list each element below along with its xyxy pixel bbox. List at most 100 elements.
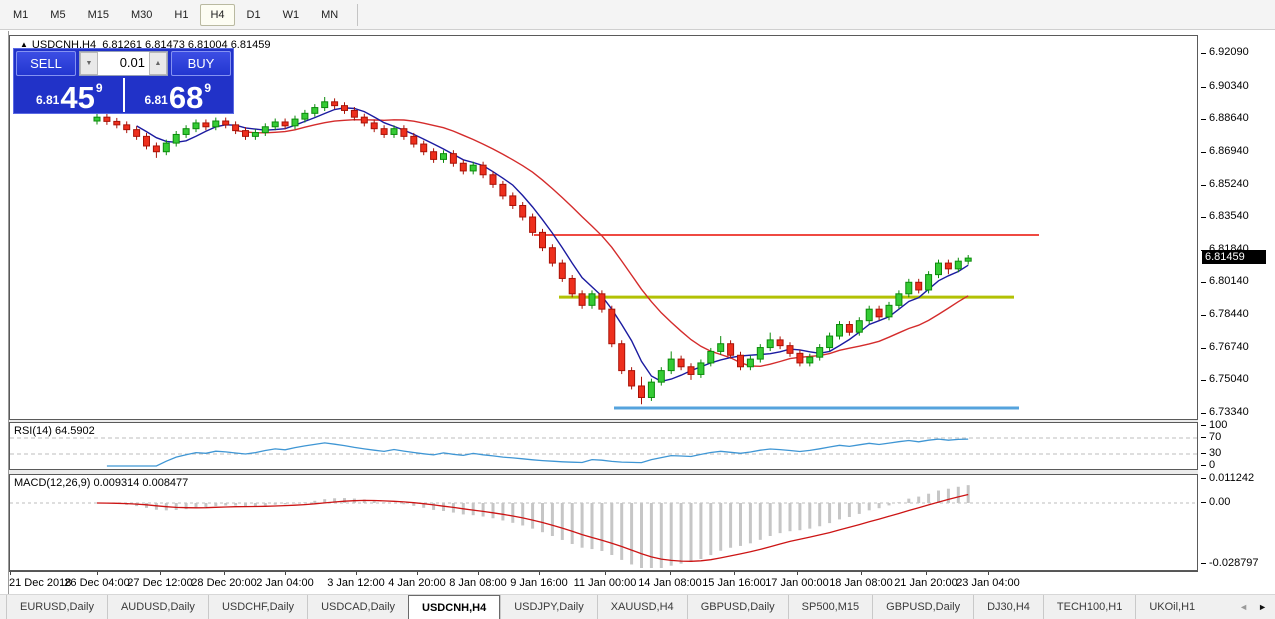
- candles-layer: [93, 97, 972, 405]
- price-tick-mark: [1201, 347, 1206, 349]
- macd-canvas[interactable]: [10, 475, 1197, 570]
- time-axis[interactable]: 21 Dec 2018 26 Dec 04:00 27 Dec 12:00 28 De…: [9, 571, 1198, 594]
- time-tick-mark: [670, 572, 671, 575]
- time-tick-mark: [97, 572, 98, 575]
- current-price-tag: 6.81459: [1202, 250, 1266, 265]
- time-tick-mark: [605, 572, 606, 575]
- panel-splitter[interactable]: [9, 470, 1198, 474]
- time-tick-mark: [224, 572, 225, 575]
- sell-price-big: 45: [60, 79, 95, 115]
- timeframe-button-m5[interactable]: M5: [50, 8, 66, 21]
- timeframe-button-h4[interactable]: H4: [200, 3, 235, 26]
- time-tick-label: 18 Jan 08:00: [829, 577, 893, 589]
- rsi-panel[interactable]: RSI(14) 64.5902: [9, 422, 1198, 470]
- time-tick-label: 9 Jan 16:00: [510, 577, 568, 589]
- price-tick-mark: [1201, 282, 1206, 284]
- buy-price-tile[interactable]: 6.81 68 9: [122, 78, 231, 113]
- tab-audusd-daily[interactable]: AUDUSD,Daily: [106, 595, 208, 619]
- price-tick-mark: [1201, 119, 1206, 121]
- time-tick-label: 26 Dec 04:00: [64, 577, 130, 589]
- time-tick-mark: [356, 572, 357, 575]
- time-tick-label: 28 Dec 20:00: [191, 577, 257, 589]
- price-tick-label: 6.73340: [1209, 406, 1249, 418]
- price-tick-mark: [1201, 86, 1206, 88]
- price-tick-label: 6.78440: [1209, 308, 1249, 321]
- tab-usdchf-daily[interactable]: USDCHF,Daily: [207, 595, 307, 619]
- timeframe-button-d1[interactable]: D1: [246, 8, 261, 21]
- buy-price-pipette: 9: [204, 81, 212, 95]
- rsi-tick-label: 30: [1209, 447, 1222, 459]
- time-tick-label: 17 Jan 00:00: [765, 577, 829, 589]
- tab-usdcad-daily[interactable]: USDCAD,Daily: [307, 595, 408, 619]
- rsi-tick-mark: [1201, 453, 1206, 454]
- macd-signal-line: [96, 493, 969, 562]
- volume-decrease-button[interactable]: ▼: [80, 52, 98, 75]
- legend-arrow-icon: ▲: [20, 40, 28, 49]
- time-tick-mark: [926, 572, 927, 575]
- tab-gbpusd-daily[interactable]: GBPUSD,Daily: [872, 595, 973, 619]
- price-tick-label: 6.83540: [1209, 210, 1249, 223]
- tab-tech100-h1[interactable]: TECH100,H1: [1042, 595, 1135, 619]
- tab-usdcnh-h4[interactable]: USDCNH,H4: [408, 595, 501, 619]
- tab-dj30-h4[interactable]: DJ30,H4: [973, 595, 1043, 619]
- one-click-trading-widget: SELL ▼ 0.01 ▲ BUY 6.81 45 9 6.81 68 9: [13, 48, 234, 114]
- timeframe-button-mn[interactable]: MN: [321, 8, 339, 21]
- price-tick-label: 6.92090: [1209, 46, 1249, 58]
- panel-splitter[interactable]: [9, 420, 1198, 422]
- time-tick-label: 27 Dec 12:00: [127, 577, 193, 589]
- tab-sp500-m15[interactable]: SP500,M15: [787, 595, 872, 619]
- price-chart-canvas[interactable]: [10, 36, 1197, 419]
- timeframe-button-m1[interactable]: M1: [13, 8, 29, 21]
- sell-button[interactable]: SELL: [16, 51, 76, 76]
- timeframe-button-m30[interactable]: M30: [130, 8, 153, 21]
- price-tick-label: 6.75040: [1209, 373, 1249, 386]
- price-axis[interactable]: 6.81459 6.92090 6.90340 6.88640 6.86940 6.85…: [1201, 31, 1270, 594]
- rsi-tick-mark: [1201, 437, 1206, 438]
- timeframe-button-w1[interactable]: W1: [282, 8, 300, 21]
- price-tick-mark: [1201, 184, 1206, 186]
- time-tick-mark: [988, 572, 989, 575]
- price-tick-mark: [1201, 315, 1206, 317]
- time-tick-label: 3 Jan 12:00: [327, 577, 385, 589]
- volume-field-group: ▼ 0.01 ▲: [79, 51, 168, 76]
- time-tick-label: 15 Jan 16:00: [702, 577, 766, 589]
- tab-xauusd-h4[interactable]: XAUUSD,H4: [596, 595, 687, 619]
- time-tick-mark: [417, 572, 418, 575]
- sell-price-tile[interactable]: 6.81 45 9: [16, 78, 123, 115]
- symbol-tabs: EURUSD,Daily AUDUSD,Daily USDCHF,Daily USDC…: [0, 594, 1275, 619]
- tab-scroll-right-icon[interactable]: ►: [1258, 602, 1267, 612]
- tab-eurusd-daily[interactable]: EURUSD,Daily: [6, 595, 107, 619]
- time-tick-label: 11 Jan 00:00: [573, 577, 637, 589]
- time-tick-label: 21 Jan 20:00: [894, 577, 958, 589]
- timeframe-button-m15[interactable]: M15: [87, 8, 109, 21]
- tab-scroll-left-icon[interactable]: ◄: [1239, 602, 1249, 612]
- time-tick-mark: [10, 572, 11, 575]
- chart-window: ▲ USDCNH,H4 6.81261 6.81473 6.81004 6.814…: [8, 31, 1270, 594]
- timeframe-buttons: M1 M5 M15 M30 H1 H4 D1 W1 MN: [2, 3, 349, 26]
- tab-ukoil-h1[interactable]: UKOil,H1: [1135, 595, 1208, 619]
- symbol-tabs-list: EURUSD,Daily AUDUSD,Daily USDCHF,Daily USDC…: [0, 595, 1208, 619]
- price-tick-label: 6.85240: [1209, 177, 1249, 190]
- macd-tick-label: 0.011242: [1209, 472, 1255, 485]
- rsi-tick-label: 70: [1209, 431, 1222, 443]
- price-tick-mark: [1201, 53, 1206, 54]
- toolbar-separator: [357, 3, 359, 26]
- buy-price-prefix: 6.81: [144, 93, 168, 107]
- time-tick-label: 2 Jan 04:00: [256, 577, 314, 589]
- macd-panel[interactable]: MACD(12,26,9) 0.009314 0.008477: [9, 474, 1198, 571]
- buy-button[interactable]: BUY: [171, 51, 231, 76]
- macd-histogram: [105, 485, 970, 568]
- volume-increase-button[interactable]: ▲: [149, 52, 167, 75]
- tab-usdjpy-daily[interactable]: USDJPY,Daily: [500, 595, 597, 619]
- macd-tick-label: -0.028797: [1209, 557, 1259, 570]
- time-tick-mark: [734, 572, 735, 575]
- price-tick-label: 6.90340: [1209, 79, 1249, 92]
- tab-gbpusd-daily[interactable]: GBPUSD,Daily: [686, 595, 788, 619]
- volume-input[interactable]: 0.01: [119, 55, 145, 70]
- timeframe-button-h1[interactable]: H1: [174, 8, 189, 21]
- price-tick-mark: [1201, 413, 1206, 414]
- time-tick-mark: [160, 572, 161, 575]
- rsi-canvas[interactable]: [10, 423, 1197, 469]
- time-tick-mark: [861, 572, 862, 575]
